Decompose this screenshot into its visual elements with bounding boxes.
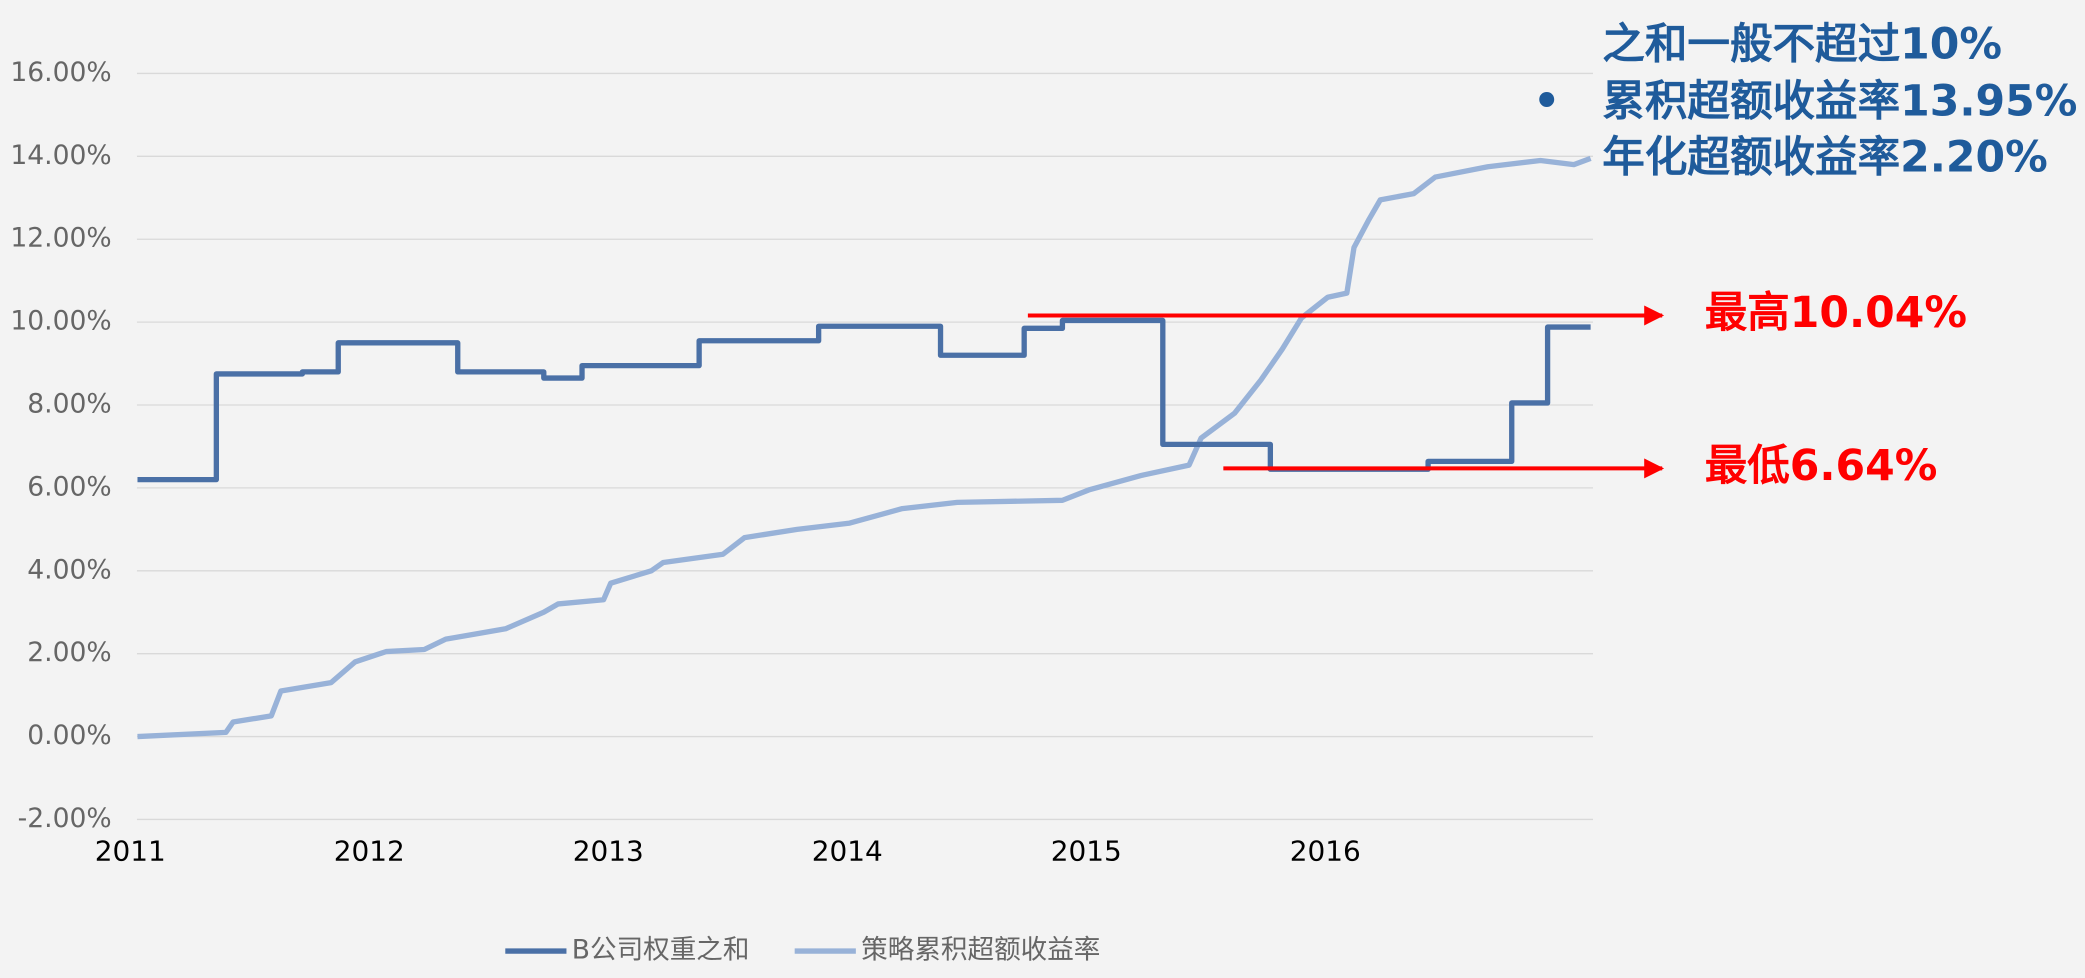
x-tick-label: 2014	[812, 835, 883, 868]
x-tick-label: 2011	[95, 835, 166, 868]
annotation: 最高10.04%	[1705, 289, 1967, 338]
y-tick-label: 12.00%	[10, 223, 111, 254]
y-tick-label: 10.00%	[10, 306, 111, 337]
annotation: 最低6.64%	[1705, 442, 1938, 491]
note: 年化超额收益率2.20%	[1602, 133, 2047, 182]
y-tick-label: 16.00%	[10, 57, 111, 88]
y-tick-label: 0.00%	[27, 720, 111, 751]
x-tick-label: 2013	[573, 835, 644, 868]
y-tick-label: 8.00%	[27, 389, 111, 420]
note: 之和一般不超过10%	[1602, 20, 2002, 69]
legend-label: B公司权重之和	[572, 935, 750, 966]
y-tick-label: 2.00%	[27, 637, 111, 668]
bullet: •	[1533, 78, 1560, 127]
note: 累积超额收益率13.95%	[1602, 78, 2077, 127]
y-tick-label: 6.00%	[27, 471, 111, 502]
series-line	[137, 317, 1591, 483]
series-line	[137, 155, 1592, 740]
y-tick-label: -2.00%	[18, 803, 112, 834]
legend-label: 策略累积超额收益率	[861, 935, 1100, 966]
y-tick-label: 4.00%	[27, 554, 111, 585]
x-tick-label: 2012	[334, 835, 405, 868]
x-tick-label: 2016	[1290, 835, 1361, 868]
y-tick-label: 14.00%	[10, 140, 111, 171]
x-tick-label: 2015	[1051, 835, 1122, 868]
